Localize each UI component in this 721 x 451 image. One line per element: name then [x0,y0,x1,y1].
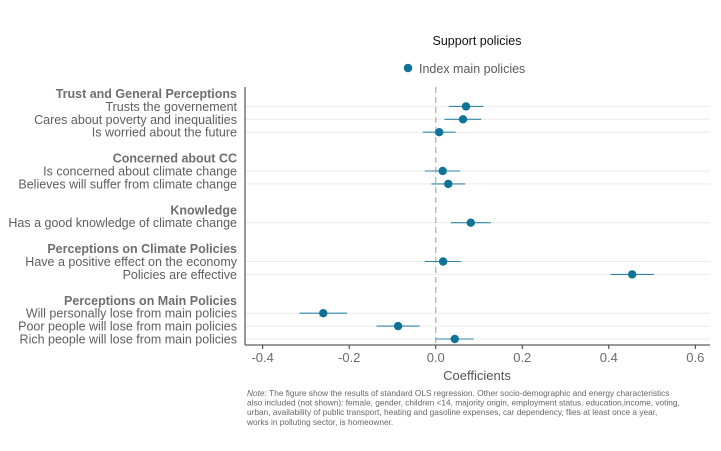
group-label: Concerned about CC [113,152,237,166]
row-label: Will personally lose from main policies [26,307,237,321]
row-label: Cares about poverty and inequalities [34,113,237,127]
coefficient-point [438,166,447,176]
group-label: Trust and General Perceptions [56,87,237,101]
row-label: Is concerned about climate change [43,165,237,179]
note-line: Note: The figure show the results of sta… [247,388,669,398]
legend-entry: Index main policies [403,62,525,76]
row-label: Is worried about the future [92,126,237,140]
figure-note: Note: The figure show the results of sta… [246,388,680,427]
x-tick-label: 0.6 [686,350,704,365]
x-tick-label: -0.4 [251,350,273,365]
coefficient-point [466,218,475,227]
row-label: Has a good knowledge of climate change [8,216,237,230]
x-axis-title: Coefficients [443,368,511,383]
coefficient-point [461,102,471,111]
legend-point-marker [403,63,413,73]
x-axis-ticks: -0.4 -0.2 0.0 0.2 0.4 0.6 [251,345,704,365]
row-label: Poor people will lose from main policies [18,320,237,334]
legend-title: Support policies [433,34,522,48]
note-line: works in polluting sector, is homeowner. [246,417,393,427]
row-label: Have a positive effect on the economy [25,255,237,269]
group-label: Perceptions on Main Policies [64,294,237,308]
note-line: also included (not shown): female, gende… [247,398,680,408]
coefficient-point [458,115,468,124]
legend-label: Index main policies [419,62,525,76]
coefficient-point [627,270,637,279]
note-line: urban, availability of public transport,… [247,407,657,417]
x-tick-label: 0.4 [600,350,618,365]
note-lead: Note: [247,388,269,398]
row-label: Trusts the governement [105,100,237,114]
x-tick-label: 0.0 [427,350,445,365]
coefficient-point [434,128,444,137]
coefficient-point [444,179,453,189]
note-text: The figure show the results of standard … [269,388,669,398]
coefficient-point [450,334,459,344]
group-label: Perceptions on Climate Policies [47,242,237,256]
row-label: Rich people will lose from main policies [20,333,237,347]
group-label: Knowledge [170,203,237,217]
axes [244,87,710,346]
plot-marks [299,102,654,344]
coefficient-point [393,321,403,331]
row-label: Policies are effective [123,268,237,282]
x-tick-label: 0.2 [513,350,531,365]
coefficient-point [438,257,448,266]
coefficient-point [319,309,328,318]
x-tick-label: -0.2 [338,350,360,365]
row-label: Believes will suffer from climate change [18,177,237,191]
